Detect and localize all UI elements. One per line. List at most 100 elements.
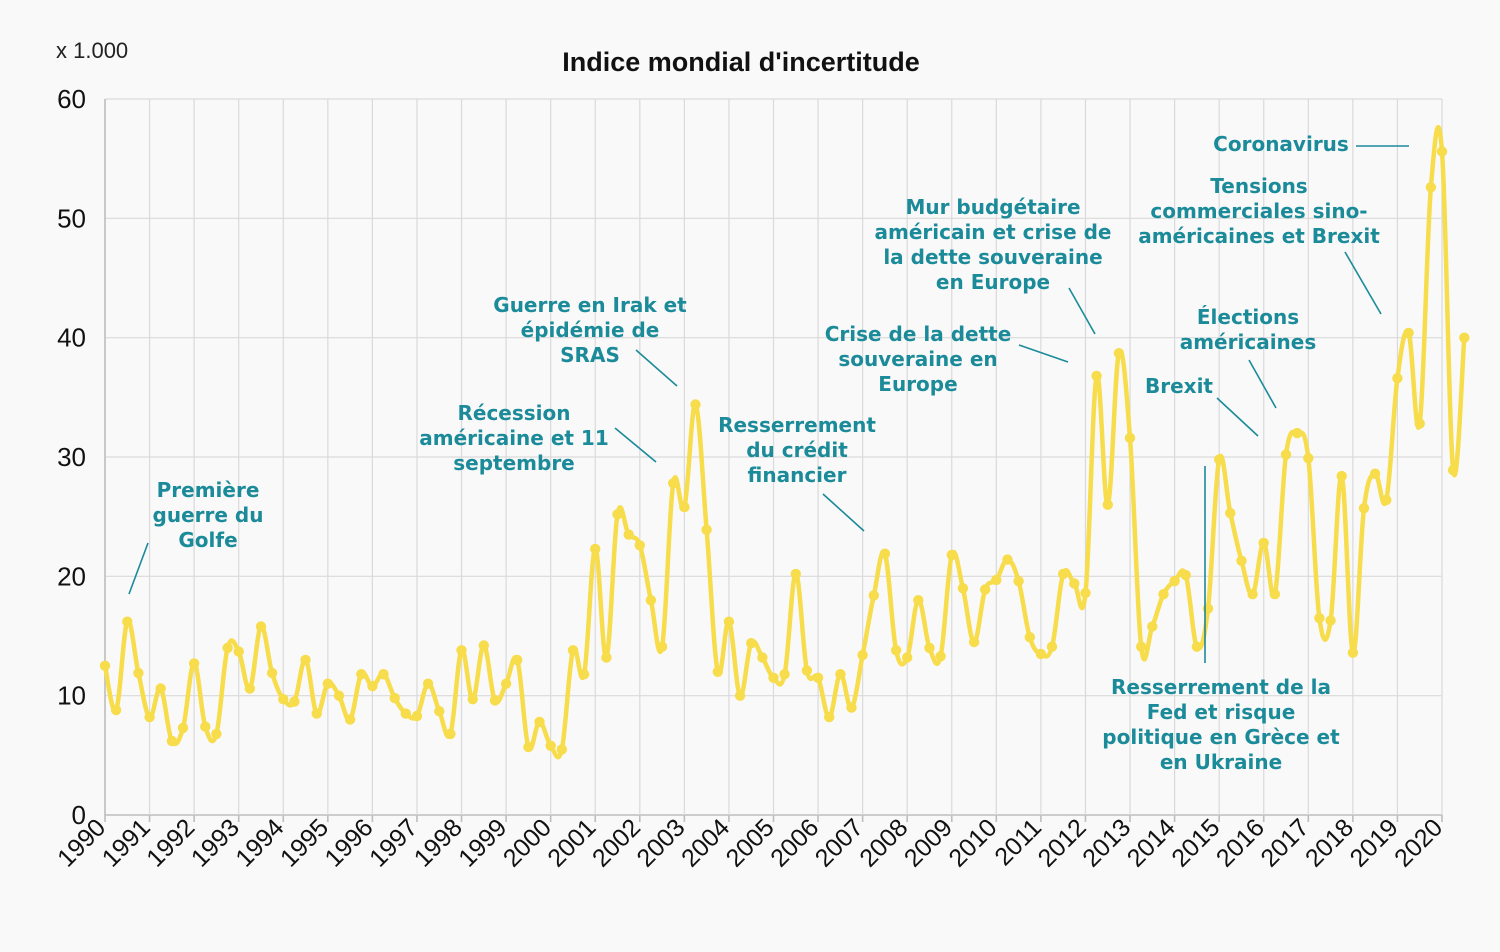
data-point [1124, 432, 1136, 444]
x-tick-label: 2011 [989, 813, 1047, 871]
data-point [578, 669, 590, 680]
data-point [500, 678, 512, 689]
data-point [266, 667, 278, 679]
annotation-leader-line [1216, 397, 1259, 437]
annotation-text-line: commerciales sino- [1150, 199, 1367, 223]
data-point [668, 478, 679, 489]
x-tick-label: 2000 [498, 813, 557, 872]
data-point [400, 708, 411, 719]
annotation-text-line: politique en Grèce et [1102, 725, 1340, 749]
data-point [389, 692, 400, 704]
data-point [712, 666, 723, 677]
data-point [1292, 427, 1303, 439]
data-point [1247, 589, 1258, 600]
data-point [824, 711, 835, 723]
data-point [422, 678, 434, 689]
x-tick-label: 1993 [186, 813, 245, 872]
y-tick-label: 50 [57, 203, 86, 233]
data-point [768, 672, 779, 683]
annotation-leader-line [1344, 251, 1382, 315]
annotation-brexit: Brexit [1145, 374, 1259, 437]
data-point [1113, 348, 1125, 359]
data-point [534, 716, 545, 728]
annotation-leader-line [635, 349, 678, 387]
data-point [991, 574, 1002, 586]
data-point [322, 678, 333, 689]
data-point [957, 583, 969, 594]
data-point [278, 694, 289, 705]
data-point [612, 509, 623, 520]
annotation-text-line: Resserrement de la [1111, 675, 1331, 699]
data-point [467, 694, 478, 705]
annotation-text-line: en Europe [936, 270, 1050, 294]
data-point [1002, 554, 1013, 565]
annotation-leader-line [1068, 287, 1096, 335]
data-point [1280, 449, 1292, 460]
annotation-corona: Coronavirus [1213, 132, 1409, 156]
annotation-text-line: la dette souveraine [883, 245, 1102, 269]
x-tick-label: 2015 [1166, 813, 1225, 872]
data-point [968, 636, 980, 648]
data-point [1347, 647, 1359, 658]
x-tick-label: 2009 [899, 813, 958, 872]
y-tick-label: 60 [57, 84, 86, 114]
data-point [1024, 632, 1036, 643]
annotation-text-line: Première [157, 478, 260, 502]
data-point [1314, 612, 1325, 624]
data-point [1058, 568, 1069, 580]
annotation-text-line: Fed et risque [1147, 700, 1296, 724]
data-point [110, 704, 122, 716]
data-point [757, 652, 768, 663]
data-point [1447, 464, 1459, 476]
data-point [746, 638, 757, 649]
annotation-text-line: Golfe [178, 528, 237, 552]
x-tick-label: 2007 [810, 813, 869, 872]
y-axis-ticks: 0 10 20 30 40 50 60 [57, 84, 86, 830]
data-point [244, 683, 255, 694]
data-point [144, 711, 155, 723]
data-point [556, 744, 567, 755]
annotation-text-line: en Ukraine [1160, 750, 1282, 774]
chart-title: Indice mondial d'incertitude [562, 47, 919, 77]
annotation-text-line: américaine et 11 [419, 426, 609, 450]
data-point [378, 669, 389, 680]
data-point [623, 529, 634, 540]
x-tick-label: 1997 [364, 813, 423, 872]
data-point [512, 654, 523, 666]
data-point [690, 399, 701, 410]
data-point [545, 740, 556, 751]
data-point [723, 616, 735, 627]
annotation-leader-line [1018, 344, 1069, 363]
x-tick-label: 2001 [542, 813, 601, 872]
data-point [1436, 146, 1448, 157]
x-tick-label: 2012 [1033, 813, 1092, 872]
data-point [1258, 537, 1269, 549]
annotation-leader-line [822, 493, 865, 532]
data-point [1225, 507, 1236, 519]
data-point [523, 741, 534, 753]
annotation-text-line: Tensions [1210, 174, 1307, 198]
annotation-leader-line [1248, 359, 1277, 409]
data-point [356, 669, 367, 680]
data-point [924, 642, 935, 654]
x-tick-label: 2019 [1345, 813, 1404, 872]
data-point [367, 680, 378, 692]
y-tick-label: 30 [57, 442, 86, 472]
data-point [1102, 499, 1114, 510]
annotation-leader-line [614, 427, 657, 463]
x-tick-label: 2006 [765, 813, 824, 872]
x-tick-label: 1999 [453, 813, 512, 872]
data-point [1035, 648, 1047, 660]
data-point [801, 665, 813, 676]
annotation-text-line: épidémie de [521, 318, 660, 342]
data-point [1158, 589, 1169, 600]
x-tick-label: 2003 [631, 813, 690, 872]
data-point [1180, 569, 1191, 581]
